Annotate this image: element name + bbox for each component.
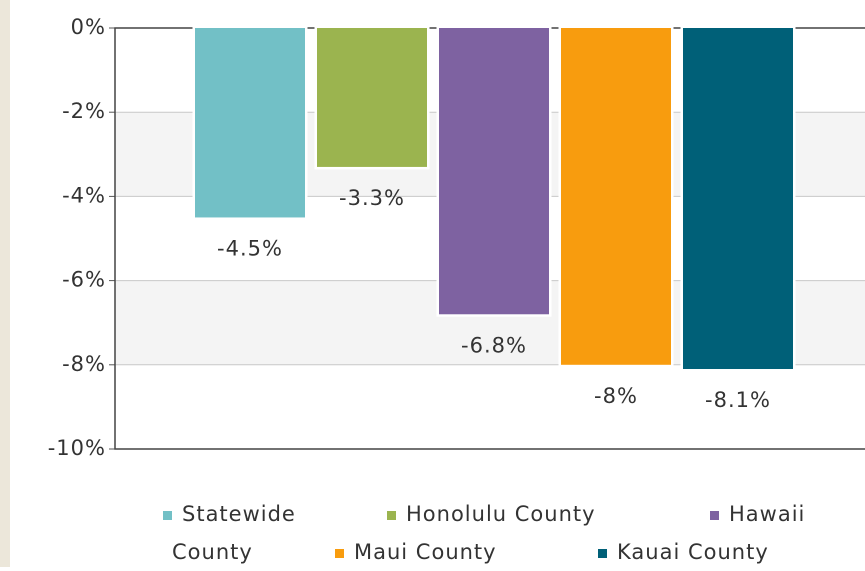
- legend-swatch: [710, 511, 719, 520]
- legend-label: Statewide: [182, 502, 296, 526]
- legend-label: Honolulu County: [406, 502, 596, 526]
- bar: [192, 25, 308, 220]
- data-label: -6.8%: [461, 333, 527, 357]
- side-strip: [0, 0, 10, 567]
- data-label: -4.5%: [217, 236, 283, 260]
- bar: [314, 25, 430, 170]
- y-tick-label: -10%: [48, 436, 106, 460]
- y-tick-label: -4%: [62, 183, 106, 207]
- bar: [558, 25, 674, 368]
- legend-label-part: County: [172, 540, 253, 564]
- legend-swatch: [387, 511, 396, 520]
- data-label: -8.1%: [705, 388, 771, 412]
- legend-swatch: [598, 549, 607, 558]
- y-tick-label: -8%: [62, 352, 106, 376]
- legend-label-part: Hawaii: [729, 502, 813, 526]
- y-tick-label: -2%: [62, 99, 106, 123]
- legend-swatch: [335, 549, 344, 558]
- data-label: -8%: [594, 384, 638, 408]
- data-label: -3.3%: [339, 186, 405, 210]
- y-tick-label: -6%: [62, 268, 106, 292]
- bar: [680, 25, 796, 372]
- y-tick-label: 0%: [71, 15, 106, 39]
- bar: [436, 25, 552, 317]
- legend-label: Maui County: [354, 540, 497, 564]
- legend-label: Hawaii County: [172, 502, 813, 564]
- legend-label: Kauai County: [617, 540, 769, 564]
- legend-swatch: [163, 511, 172, 520]
